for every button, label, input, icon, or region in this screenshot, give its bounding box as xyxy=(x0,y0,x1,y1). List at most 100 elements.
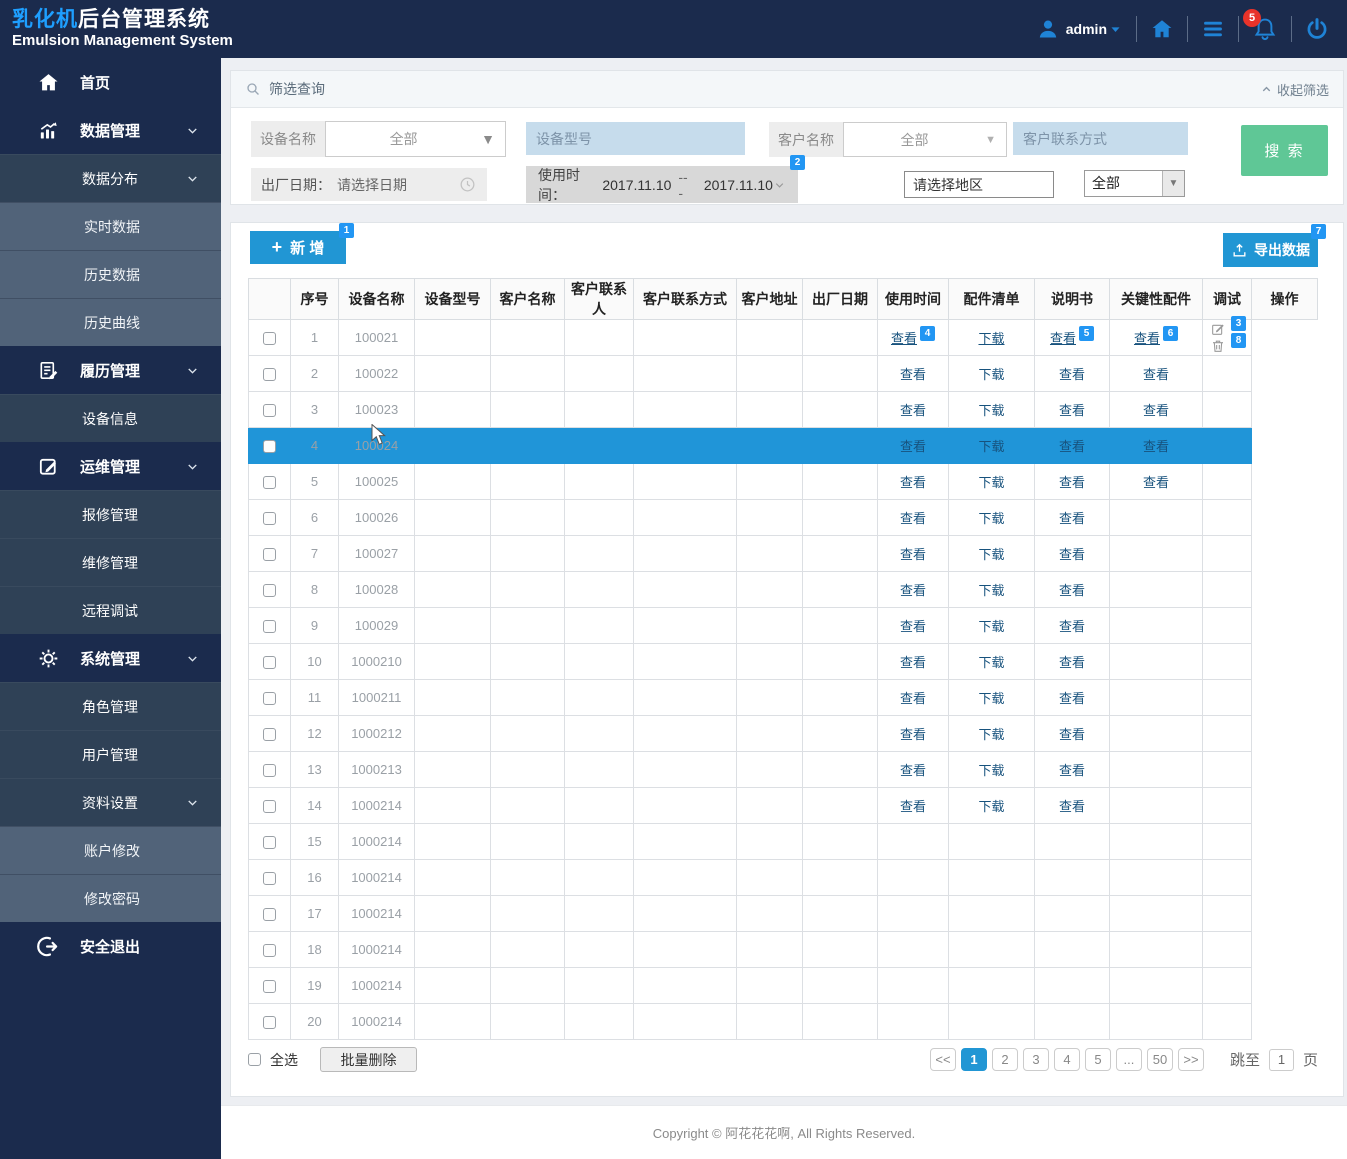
parts-view-link[interactable]: 查看 xyxy=(899,511,926,526)
parts-view-link[interactable]: 查看 xyxy=(899,583,926,598)
parts-view-link[interactable]: 查看 xyxy=(899,475,926,490)
sidebar-item-change-password[interactable]: 修改密码 xyxy=(0,874,221,922)
manual-download-link[interactable]: 下载 xyxy=(978,403,1005,418)
pager-next[interactable]: >> xyxy=(1177,1048,1204,1071)
parts-view-link[interactable]: 查看 xyxy=(899,691,926,706)
row-checkbox[interactable] xyxy=(263,440,276,454)
customer-contact-input[interactable] xyxy=(1013,122,1188,155)
row-checkbox[interactable] xyxy=(263,368,276,382)
menu-icon[interactable] xyxy=(1201,17,1225,41)
parts-view-link[interactable]: 查看 xyxy=(899,367,926,382)
key-parts-view-link[interactable]: 查看 xyxy=(1058,763,1085,778)
row-checkbox[interactable] xyxy=(263,836,276,850)
row-checkbox[interactable] xyxy=(263,332,276,346)
parts-view-link[interactable]: 查看 xyxy=(899,799,926,814)
pager-page-3[interactable]: 3 xyxy=(1022,1048,1049,1071)
key-parts-view-link[interactable]: 查看 xyxy=(1058,547,1085,562)
manual-download-link[interactable]: 下载 xyxy=(978,799,1005,814)
manual-download-link[interactable]: 下载 xyxy=(978,727,1005,742)
parts-view-link[interactable]: 查看 xyxy=(899,403,926,418)
select-all-checkbox[interactable] xyxy=(248,1053,261,1066)
row-checkbox[interactable] xyxy=(263,908,276,922)
debug-view-link[interactable]: 查看 xyxy=(1142,439,1169,454)
home-icon[interactable] xyxy=(1150,17,1174,41)
row-checkbox[interactable] xyxy=(263,404,276,418)
row-checkbox[interactable] xyxy=(263,872,276,886)
parts-view-link[interactable]: 查看 xyxy=(899,727,926,742)
sidebar-item-record-management[interactable]: 履历管理 xyxy=(0,346,221,394)
usage-time-field[interactable]: 使用时间： 2017.11.10 --- 2017.11.10 2 xyxy=(526,155,805,203)
row-checkbox[interactable] xyxy=(263,548,276,562)
parts-view-link[interactable]: 查看 xyxy=(899,439,926,454)
pager-page-5[interactable]: 5 xyxy=(1084,1048,1111,1071)
delete-icon[interactable] xyxy=(1210,338,1226,354)
sidebar-item-home[interactable]: 首页 xyxy=(0,58,221,106)
parts-view-link[interactable]: 查看 xyxy=(899,655,926,670)
manual-download-link[interactable]: 下载 xyxy=(978,475,1005,490)
key-parts-view-link[interactable]: 查看 xyxy=(1058,727,1085,742)
manual-download-link[interactable]: 下载 xyxy=(978,583,1005,598)
manual-download-link[interactable]: 下载 xyxy=(978,367,1005,382)
key-parts-view-link[interactable]: 查看 xyxy=(1058,583,1085,598)
device-model-input[interactable] xyxy=(526,122,745,155)
key-parts-view-link[interactable]: 查看 xyxy=(1058,511,1085,526)
notifications[interactable]: 5 xyxy=(1243,9,1278,42)
device-name-select[interactable]: 全部 ▼ xyxy=(325,121,506,157)
row-checkbox[interactable] xyxy=(263,980,276,994)
sidebar-item-profile-settings[interactable]: 资料设置 xyxy=(0,778,221,826)
key-parts-view-link[interactable]: 查看 xyxy=(1058,799,1085,814)
pager-page-...[interactable]: ... xyxy=(1115,1048,1142,1071)
key-parts-view-link[interactable]: 查看 xyxy=(1058,367,1085,382)
key-parts-view-link[interactable]: 查看 xyxy=(1049,330,1076,346)
key-parts-view-link[interactable]: 查看 xyxy=(1058,691,1085,706)
sidebar-item-data-distribution[interactable]: 数据分布 xyxy=(0,154,221,202)
sidebar-item-maintenance-management[interactable]: 维修管理 xyxy=(0,538,221,586)
debug-view-link[interactable]: 查看 xyxy=(1133,330,1160,346)
parts-view-link[interactable]: 查看 xyxy=(899,619,926,634)
manual-download-link[interactable]: 下载 xyxy=(978,439,1005,454)
user-menu[interactable]: admin xyxy=(1036,17,1123,41)
key-parts-view-link[interactable]: 查看 xyxy=(1058,475,1085,490)
row-checkbox[interactable] xyxy=(263,476,276,490)
factory-date-field[interactable]: 出厂日期： 请选择日期 xyxy=(251,168,487,201)
parts-view-link[interactable]: 查看 xyxy=(899,763,926,778)
manual-download-link[interactable]: 下载 xyxy=(978,691,1005,706)
row-checkbox[interactable] xyxy=(263,764,276,778)
manual-download-link[interactable]: 下载 xyxy=(978,655,1005,670)
key-parts-view-link[interactable]: 查看 xyxy=(1058,655,1085,670)
manual-download-link[interactable]: 下载 xyxy=(978,763,1005,778)
sidebar-item-role-management[interactable]: 角色管理 xyxy=(0,682,221,730)
key-parts-view-link[interactable]: 查看 xyxy=(1058,619,1085,634)
debug-view-link[interactable]: 查看 xyxy=(1142,403,1169,418)
pager-page-50[interactable]: 50 xyxy=(1146,1048,1173,1071)
sidebar-item-repair-management[interactable]: 报修管理 xyxy=(0,490,221,538)
sidebar-item-system-management[interactable]: 系统管理 xyxy=(0,634,221,682)
row-checkbox[interactable] xyxy=(263,620,276,634)
debug-view-link[interactable]: 查看 xyxy=(1142,475,1169,490)
debug-view-link[interactable]: 查看 xyxy=(1142,367,1169,382)
pager-prev[interactable]: << xyxy=(929,1048,956,1071)
manual-download-link[interactable]: 下载 xyxy=(978,511,1005,526)
row-checkbox[interactable] xyxy=(263,1016,276,1030)
row-checkbox[interactable] xyxy=(263,512,276,526)
sidebar-item-history-data[interactable]: 历史数据 xyxy=(0,250,221,298)
sidebar-item-account-edit[interactable]: 账户修改 xyxy=(0,826,221,874)
row-checkbox[interactable] xyxy=(263,692,276,706)
add-button[interactable]: + 新 增 xyxy=(250,231,346,264)
parts-view-link[interactable]: 查看 xyxy=(890,330,917,346)
sidebar-item-user-management[interactable]: 用户管理 xyxy=(0,730,221,778)
sidebar-item-device-info[interactable]: 设备信息 xyxy=(0,394,221,442)
pager-page-1[interactable]: 1 xyxy=(960,1048,987,1071)
manual-download-link[interactable]: 下载 xyxy=(978,331,1005,346)
sidebar-item-history-curve[interactable]: 历史曲线 xyxy=(0,298,221,346)
collapse-filter-link[interactable]: 收起筛选 xyxy=(1260,80,1329,99)
page-jump-input[interactable]: 1 xyxy=(1268,1048,1294,1071)
batch-delete-button[interactable]: 批量删除 xyxy=(320,1047,417,1072)
pager-page-2[interactable]: 2 xyxy=(991,1048,1018,1071)
key-parts-view-link[interactable]: 查看 xyxy=(1058,439,1085,454)
manual-download-link[interactable]: 下载 xyxy=(978,619,1005,634)
export-data-button[interactable]: 导出数据 xyxy=(1223,233,1318,267)
area-select[interactable]: 全部 ▼ xyxy=(1084,170,1185,197)
row-checkbox[interactable] xyxy=(263,584,276,598)
parts-view-link[interactable]: 查看 xyxy=(899,547,926,562)
